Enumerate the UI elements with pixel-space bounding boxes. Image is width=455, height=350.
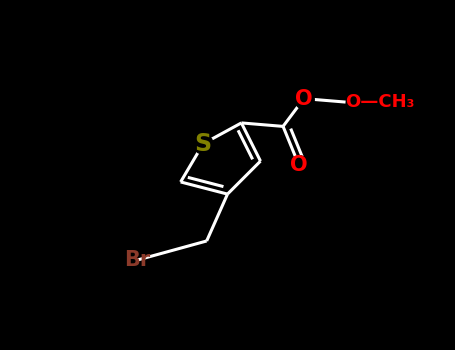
- Text: O—CH₃: O—CH₃: [345, 93, 415, 111]
- Text: S: S: [195, 132, 212, 156]
- Text: Br: Br: [124, 250, 150, 270]
- Text: O: O: [295, 89, 313, 108]
- Text: O: O: [290, 155, 308, 175]
